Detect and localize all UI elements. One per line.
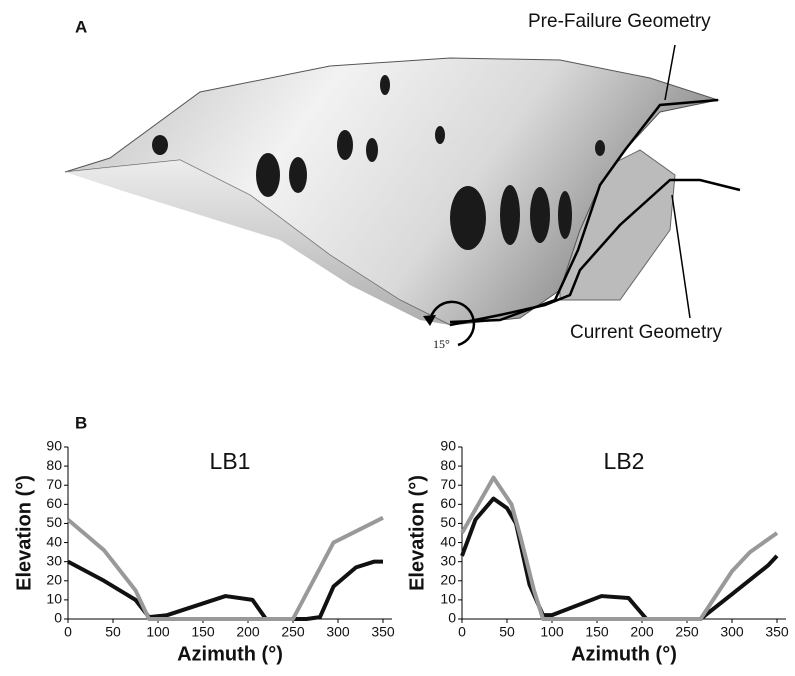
y-tick-label: 90 [46,438,62,454]
x-tick-label: 50 [499,624,515,640]
y-tick-label: 30 [46,552,62,568]
x-tick-label: 350 [371,624,395,640]
annotation: 15° [433,337,450,351]
series-line [67,559,383,621]
y-tick-label: 60 [440,495,456,511]
x-tick-label: 150 [585,624,609,640]
x-tick-label: 0 [458,624,466,640]
y-tick-label: 20 [440,571,456,587]
y-tick-label: 90 [440,438,456,454]
surface-render [64,44,741,347]
annotation: Pre-Failure Geometry [528,11,711,32]
y-tick-label: 40 [46,533,62,549]
y-tick-label: 70 [440,476,456,492]
series-line [460,475,779,621]
x-tick-label: 150 [191,624,215,640]
y-tick-label: 10 [46,591,62,607]
series-line [460,496,779,621]
x-tick-label: 200 [630,624,654,640]
panel-label: A [75,17,87,36]
y-tick-label: 80 [46,457,62,473]
x-tick-label: 200 [236,624,260,640]
y-tick-label: 0 [448,610,456,626]
x-axis-label: Azimuth (°) [177,643,283,665]
x-tick-label: 250 [281,624,305,640]
panel-label: B [75,413,87,432]
y-tick-label: 70 [46,476,62,492]
chart-title: LB1 [210,448,251,474]
y-tick-label: 60 [46,495,62,511]
x-tick-label: 50 [105,624,121,640]
y-tick-label: 30 [440,552,456,568]
y-tick-label: 50 [46,514,62,530]
x-tick-label: 250 [675,624,699,640]
x-tick-label: 100 [540,624,564,640]
annotation: Current Geometry [570,322,723,343]
y-tick-label: 10 [440,591,456,607]
chart-title: LB2 [604,448,645,474]
x-axis-label: Azimuth (°) [571,643,677,665]
x-tick-label: 350 [765,624,789,640]
y-axis-label: Elevation (°) [406,475,428,591]
y-tick-label: 50 [440,514,456,530]
y-tick-label: 20 [46,571,62,587]
series-line [66,515,384,621]
y-tick-label: 0 [54,610,62,626]
y-tick-label: 80 [440,457,456,473]
x-tick-label: 0 [64,624,72,640]
x-tick-label: 100 [146,624,170,640]
y-axis-label: Elevation (°) [13,475,35,591]
y-tick-label: 40 [440,533,456,549]
x-tick-label: 300 [720,624,744,640]
x-tick-label: 300 [326,624,350,640]
